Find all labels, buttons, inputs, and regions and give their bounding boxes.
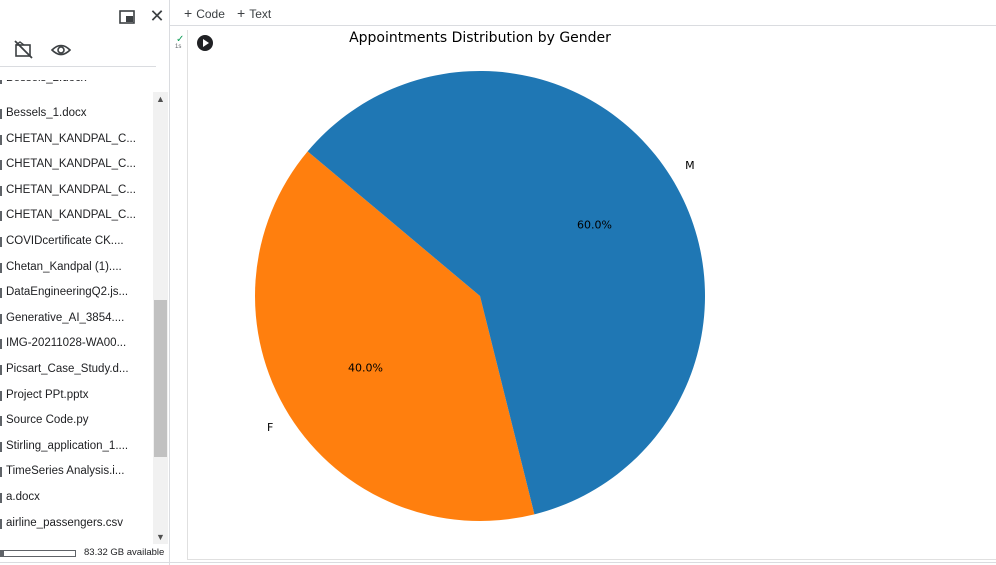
plus-icon: + <box>184 5 193 21</box>
add-code-button[interactable]: + Code <box>184 4 225 22</box>
file-indent-marker <box>0 288 2 299</box>
list-item[interactable]: COVIDcertificate CK.... <box>0 229 152 255</box>
list-item[interactable]: IMG-20211028-WA00... <box>0 331 152 357</box>
file-name: DataEngineeringQ2.js... <box>6 286 129 299</box>
sidebar-actions <box>0 36 170 64</box>
cell-exec-time: 1s <box>175 44 182 50</box>
pie-slice-f <box>254 151 535 522</box>
sidebar-topbar: ✕ <box>0 0 170 36</box>
file-indent-marker <box>0 134 2 145</box>
bottom-border <box>0 562 996 563</box>
cell-status-check-icon: ✓ <box>176 34 185 45</box>
list-item[interactable]: CHETAN_KANDPAL_C... <box>0 152 152 178</box>
disk-usage: 83.32 GB available <box>0 545 170 563</box>
file-indent-marker <box>0 493 2 503</box>
cell-output <box>187 30 996 560</box>
list-item[interactable]: Source Code.py <box>0 408 152 434</box>
list-item[interactable]: Chetan_Kandpal (1).... <box>0 255 152 281</box>
file-name: Bessels_2.docx <box>6 80 150 92</box>
file-name: CHETAN_KANDPAL_C... <box>6 183 136 196</box>
scrollbar-thumb[interactable] <box>154 300 167 457</box>
file-name: Chetan_Kandpal (1).... <box>6 260 122 273</box>
file-indent-marker <box>0 160 2 171</box>
pie-label-f: F <box>267 421 273 434</box>
list-item[interactable]: CHETAN_KANDPAL_C... <box>0 127 152 153</box>
add-text-button[interactable]: + Text <box>237 4 271 22</box>
files-sidebar: ✕ Bessels_2.docx Bessels_1.docx CHETAN_KA… <box>0 0 170 565</box>
file-indent-marker <box>0 109 2 119</box>
file-indent-marker <box>0 441 2 452</box>
list-item[interactable]: Bessels_2.docx <box>0 80 152 92</box>
disk-usage-bar <box>0 550 76 557</box>
list-item[interactable]: Project PPt.pptx <box>0 383 152 409</box>
file-name: Generative_AI_3854.... <box>6 311 125 324</box>
pie-slices: F 40.0% M 60.0% <box>254 71 705 522</box>
file-indent-marker <box>0 237 2 247</box>
list-item[interactable]: a.docx <box>0 485 152 511</box>
file-name: Project PPt.pptx <box>6 388 89 401</box>
plus-icon: + <box>237 5 246 21</box>
add-text-label: Text <box>249 7 272 21</box>
file-indent-marker <box>0 518 2 529</box>
file-indent-marker <box>0 416 2 427</box>
chart-title: Appointments Distribution by Gender <box>349 30 611 46</box>
list-item[interactable]: Generative_AI_3854.... <box>0 306 152 332</box>
notebook-toolbar: + Code + Text <box>170 0 996 26</box>
open-in-window-icon[interactable] <box>119 10 135 24</box>
file-name: Bessels_1.docx <box>6 107 87 119</box>
list-item[interactable]: Stirling_application_1.... <box>0 434 152 460</box>
list-item[interactable]: TimeSeries Analysis.i... <box>0 459 152 485</box>
list-item[interactable]: CHETAN_KANDPAL_C... <box>0 203 152 229</box>
file-indent-marker <box>0 262 2 273</box>
file-name: Stirling_application_1.... <box>6 439 129 452</box>
notebook-main: + Code + Text ✓ 1s Appointments Distributi… <box>170 0 996 565</box>
pie-chart: Appointments Distribution by Gender F 40.… <box>254 30 705 522</box>
file-name: COVIDcertificate CK.... <box>6 235 124 247</box>
file-indent-marker <box>0 80 2 84</box>
file-indent-marker <box>0 185 2 196</box>
file-indent-marker <box>0 211 2 222</box>
file-name: Picsart_Case_Study.d... <box>6 363 129 375</box>
file-indent-marker <box>0 365 2 375</box>
pie-slice-m <box>307 71 705 515</box>
add-code-label: Code <box>196 7 225 21</box>
pie-pct-label-m: 60.0% <box>577 218 612 231</box>
run-cell-button[interactable] <box>197 35 213 51</box>
scroll-down-arrow-icon[interactable]: ▼ <box>156 532 165 542</box>
file-name: TimeSeries Analysis.i... <box>6 465 125 478</box>
file-indent-marker <box>0 313 2 324</box>
list-item[interactable]: DataEngineeringQ2.js... <box>0 280 152 306</box>
file-name: a.docx <box>6 491 40 503</box>
pie-pct-label-f: 40.0% <box>348 362 383 375</box>
file-name: CHETAN_KANDPAL_C... <box>6 209 136 222</box>
scroll-up-arrow-icon[interactable]: ▲ <box>156 94 165 104</box>
file-name: IMG-20211028-WA00... <box>6 337 127 350</box>
list-item[interactable]: airline_passengers.csv <box>0 511 152 537</box>
file-name: CHETAN_KANDPAL_C... <box>6 132 136 145</box>
pie-label-m: M <box>685 159 695 172</box>
hide-files-icon[interactable] <box>14 40 34 60</box>
file-indent-marker <box>0 339 2 350</box>
list-item[interactable]: Bessels_1.docx <box>0 101 152 127</box>
list-item[interactable]: Picsart_Case_Study.d... <box>0 357 152 383</box>
eye-icon[interactable] <box>51 41 71 59</box>
disk-available-label: 83.32 GB available <box>84 547 165 558</box>
file-list: Bessels_2.docx Bessels_1.docx CHETAN_KAND… <box>0 80 152 542</box>
file-indent-marker <box>0 390 2 401</box>
list-item[interactable]: CHETAN_KANDPAL_C... <box>0 178 152 204</box>
disk-usage-fill <box>1 551 4 556</box>
file-name: airline_passengers.csv <box>6 516 123 529</box>
file-name: Source Code.py <box>6 414 89 427</box>
file-name: CHETAN_KANDPAL_C... <box>6 158 136 171</box>
sidebar-divider <box>0 66 156 67</box>
file-indent-marker <box>0 467 2 478</box>
close-icon[interactable]: ✕ <box>149 6 165 26</box>
